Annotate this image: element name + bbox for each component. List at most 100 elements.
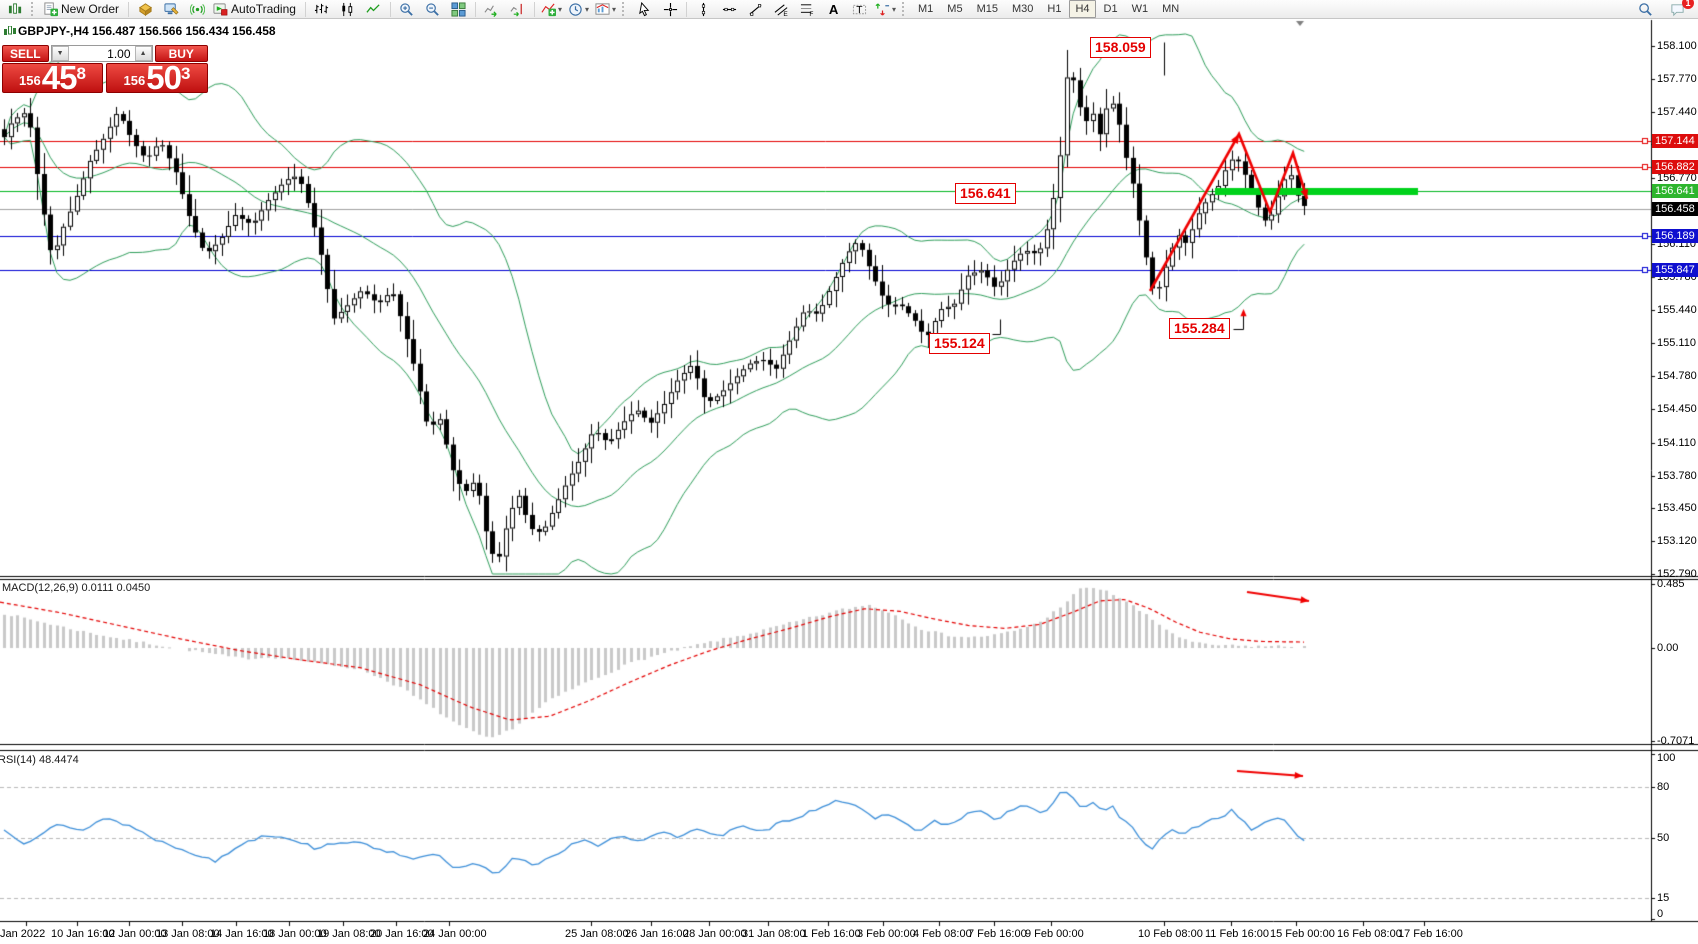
bar-chart-icon [314,2,329,17]
timeframe-m15-button[interactable]: M15 [976,3,998,15]
price-callout[interactable]: 156.641 [955,183,1016,204]
chart-window-icon [8,2,23,17]
line-chart-button[interactable] [361,0,387,19]
buy-price[interactable]: 156 50 3 [106,58,208,96]
market-watch-button[interactable] [132,0,158,19]
sell-price[interactable]: 156 45 8 [2,58,103,96]
timeframe-m30-button[interactable]: M30 [1011,3,1034,15]
price-callout[interactable]: 155.284 [1169,318,1230,339]
toolbar-separator [389,1,391,17]
vertical-line-button[interactable] [690,0,716,19]
arrows-icon [875,2,890,17]
toolbar: New Order AutoTrading ▾ ▾ ▾ E F A T ▾ M1 M5 M15 M30 H1… [0,0,1698,19]
timeframe-mn-button[interactable]: MN [1162,3,1180,15]
zoom-in-icon [399,2,414,17]
chart-window-button[interactable] [2,0,28,19]
text-icon: A [826,2,841,17]
new-order-button[interactable]: New Order [40,0,125,19]
zoom-out-button[interactable] [420,0,446,19]
timeframe-w1-button[interactable]: W1 [1131,3,1149,15]
price-callout[interactable]: 155.124 [929,333,990,354]
chart-shift-button[interactable] [505,0,531,19]
trendline-button[interactable] [742,0,768,19]
autotrading-button[interactable]: AutoTrading [210,0,302,19]
notification-badge: 1 [1682,0,1694,9]
timeframe-h1-button[interactable]: H1 [1047,3,1062,15]
zoom-in-button[interactable] [394,0,420,19]
search-icon [1638,2,1653,17]
autotrading-icon [213,2,228,17]
signals-icon [189,2,205,17]
chevron-down-icon[interactable]: ▾ [584,4,589,14]
toolbar-grip[interactable] [902,2,908,16]
tile-windows-icon [451,1,466,17]
timeframe-m5-button[interactable]: M5 [947,3,963,15]
sell-button[interactable]: SELL [2,45,49,62]
signals-button[interactable] [184,0,210,19]
chevron-down-icon[interactable]: ▾ [557,4,562,14]
sell-price-pips: 45 [41,58,78,96]
arrows-button[interactable]: ▾ [872,0,899,19]
fibonacci-button[interactable]: F [794,0,820,19]
indicators-icon [541,2,556,17]
toolbar-separator [128,1,130,17]
timeframe-h4-button[interactable]: H4 [1069,0,1096,18]
periods-button[interactable]: ▾ [565,0,592,19]
tile-windows-button[interactable] [446,0,472,19]
crosshair-icon [663,2,678,17]
metaeditor-icon [163,2,179,17]
volume-spinner: ▼ ▲ [50,45,153,62]
candle-chart-icon [340,2,355,17]
svg-text:A: A [828,2,838,17]
channel-icon: E [774,2,789,17]
toolbar-separator [533,1,535,17]
buy-button[interactable]: BUY [154,45,208,62]
toolbar-separator [304,1,306,17]
crosshair-button[interactable] [657,0,683,19]
cursor-button[interactable] [631,0,657,19]
volume-input[interactable] [68,46,135,61]
svg-text:F: F [809,11,813,17]
metaeditor-button[interactable] [158,0,184,19]
volume-increase-button[interactable]: ▲ [134,46,152,61]
buy-price-big-figure: 156 [123,73,146,88]
templates-button[interactable]: ▾ [592,0,619,19]
vertical-line-icon [696,2,711,17]
gold-cube-icon [138,2,153,17]
chevron-down-icon[interactable]: ▾ [611,4,616,14]
templates-icon [595,2,610,17]
candle-chart-button[interactable] [335,0,361,19]
auto-scroll-icon [484,2,499,17]
auto-scroll-button[interactable] [479,0,505,19]
horizontal-line-icon [722,2,737,17]
indicators-button[interactable]: ▾ [538,0,565,19]
buy-price-pips: 50 [146,58,182,96]
svg-text:E: E [783,11,788,17]
text-label-icon: T [852,2,867,17]
text-label-button[interactable]: T [846,0,872,19]
search-button[interactable] [1632,0,1658,19]
timeframe-m1-button[interactable]: M1 [918,3,934,15]
buy-price-fraction: 3 [180,64,191,83]
toolbar-grip[interactable] [31,2,37,16]
chevron-down-icon[interactable]: ▾ [892,4,897,14]
trendline-icon [748,2,763,17]
equidistant-channel-button[interactable]: E [768,0,794,19]
horizontal-line-button[interactable] [716,0,742,19]
text-button[interactable]: A [820,0,846,19]
chart-symbol-icon [4,26,16,35]
timeframe-d1-button[interactable]: D1 [1103,3,1118,15]
toolbar-separator [686,1,687,17]
notifications-button[interactable]: 1 [1664,0,1694,19]
line-chart-icon [366,2,381,17]
sell-price-fraction: 8 [76,64,86,83]
toolbar-grip[interactable] [622,2,628,16]
chart-title: GBPJPY-,H4 156.487 156.566 156.434 156.4… [18,24,276,38]
price-callout[interactable]: 158.059 [1090,37,1151,58]
bar-chart-button[interactable] [309,0,335,19]
volume-decrease-button[interactable]: ▼ [51,46,69,61]
new-order-icon [43,1,58,17]
cursor-icon [637,1,652,17]
